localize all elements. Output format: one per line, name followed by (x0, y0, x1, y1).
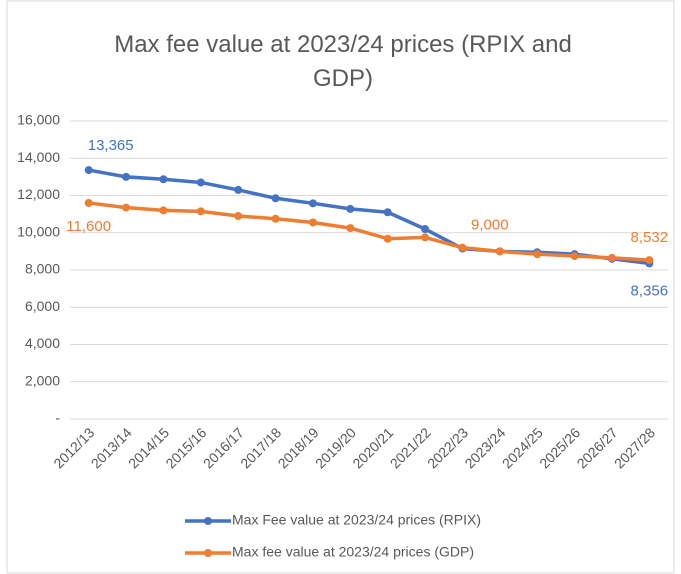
y-tick-label: 12,000 (17, 186, 60, 202)
data-point (196, 207, 205, 216)
series-line (88, 168, 650, 266)
data-point (495, 247, 504, 256)
data-point (308, 199, 317, 208)
x-tick-label: 2019/20 (312, 424, 359, 471)
x-tick-label: 2022/23 (424, 424, 471, 471)
data-point (346, 204, 355, 213)
legend-marker (204, 517, 212, 525)
x-tick-label: 2023/24 (461, 424, 508, 471)
x-tick-label: 2024/25 (499, 424, 546, 471)
data-point (159, 206, 168, 215)
data-point (421, 225, 430, 234)
data-point (84, 198, 93, 207)
y-tick-label: 4,000 (25, 335, 60, 351)
x-tick-label: 2020/21 (349, 424, 396, 471)
x-tick-label: 2025/26 (536, 424, 583, 471)
data-point (196, 178, 205, 187)
data-label: 9,000 (471, 216, 509, 233)
data-label: 8,356 (631, 282, 669, 299)
x-tick-label: 2026/27 (574, 424, 621, 471)
x-tick-label: 2027/28 (611, 424, 658, 471)
legend-label: Max Fee value at 2023/24 prices (RPIX) (232, 512, 481, 528)
data-point (383, 234, 392, 243)
y-tick-label: 8,000 (25, 261, 60, 277)
x-tick-label: 2012/13 (50, 424, 97, 471)
x-tick-label: 2021/22 (387, 424, 434, 471)
series-line (88, 201, 650, 262)
chart-border (6, 0, 675, 574)
data-point (607, 253, 616, 262)
data-point (458, 243, 467, 252)
data-point (346, 224, 355, 233)
data-point (234, 185, 243, 194)
data-point (84, 166, 93, 175)
data-point (159, 175, 168, 184)
y-tick-label: 6,000 (25, 298, 60, 314)
x-tick-label: 2016/17 (200, 424, 247, 471)
legend-label: Max fee value at 2023/24 prices (GDP) (232, 544, 474, 560)
data-label: 8,532 (631, 229, 669, 246)
y-tick-label: 14,000 (17, 149, 60, 165)
data-point (533, 250, 542, 259)
data-point (271, 194, 280, 203)
y-tick-label: 10,000 (17, 223, 60, 239)
legend-marker (204, 549, 212, 557)
data-point (308, 218, 317, 227)
chart-title: Max fee value at 2023/24 prices (RPIX an… (114, 31, 572, 92)
data-point (122, 203, 131, 212)
x-tick-label: 2017/18 (237, 424, 284, 471)
data-label: 11,600 (66, 218, 111, 235)
data-point (383, 208, 392, 217)
data-point (645, 256, 654, 265)
data-point (234, 211, 243, 220)
data-point (271, 214, 280, 223)
x-tick-label: 2014/15 (125, 424, 172, 471)
data-point (421, 233, 430, 242)
y-tick-label: 2,000 (25, 372, 60, 388)
y-tick-label: - (55, 410, 60, 426)
x-tick-label: 2015/16 (162, 424, 209, 471)
x-tick-label: 2018/19 (275, 424, 322, 471)
data-point (122, 172, 131, 181)
data-point (570, 252, 579, 261)
y-tick-label: 16,000 (17, 112, 60, 128)
data-label: 13,365 (88, 137, 134, 154)
x-tick-label: 2013/14 (88, 424, 135, 471)
